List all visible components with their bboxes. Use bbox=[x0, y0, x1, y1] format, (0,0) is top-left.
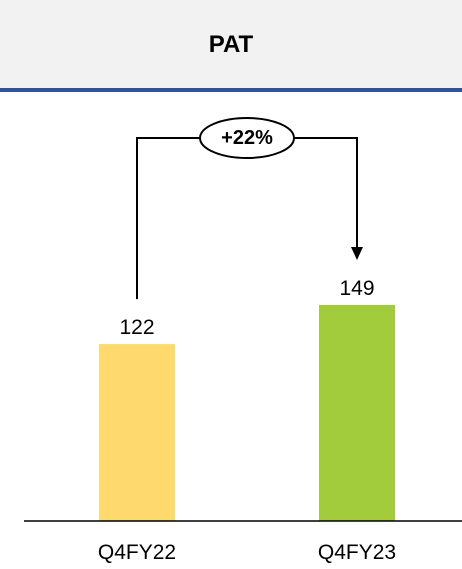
chart-header: PAT bbox=[0, 0, 462, 90]
bar-q4fy23 bbox=[319, 304, 395, 521]
chart-title: PAT bbox=[208, 31, 254, 58]
bar-q4fy22 bbox=[99, 344, 175, 521]
growth-connector bbox=[136, 137, 358, 300]
header-divider bbox=[0, 88, 462, 92]
value-label-q4fy23: 149 bbox=[339, 277, 374, 300]
growth-badge bbox=[199, 117, 295, 159]
growth-label: +22% bbox=[221, 127, 273, 149]
growth-arrowhead bbox=[351, 246, 363, 260]
category-label-q4fy22: Q4FY22 bbox=[98, 541, 176, 564]
growth-annotation: +22% bbox=[136, 117, 363, 300]
value-label-q4fy22: 122 bbox=[119, 316, 154, 339]
category-label-q4fy23: Q4FY23 bbox=[318, 541, 396, 564]
